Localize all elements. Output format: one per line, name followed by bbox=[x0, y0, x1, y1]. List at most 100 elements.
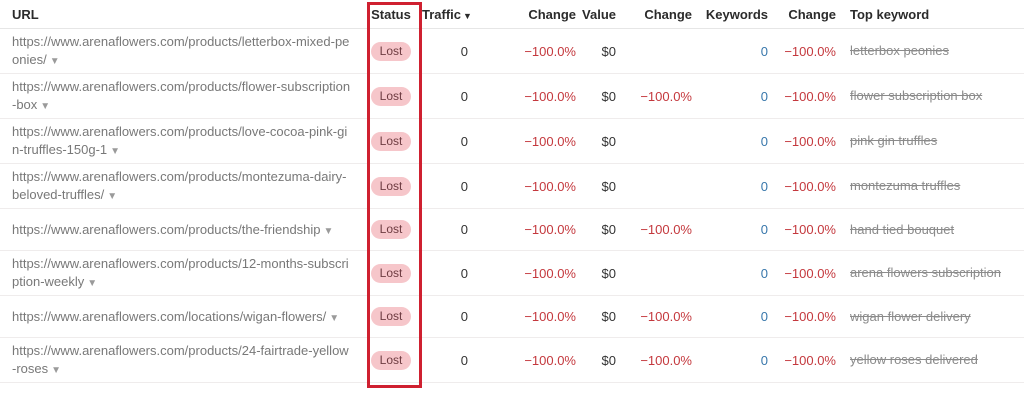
url-dropdown-icon[interactable]: ▼ bbox=[40, 101, 51, 112]
value-change-value: −100.0% bbox=[640, 352, 692, 368]
traffic-value: 0 bbox=[460, 309, 468, 324]
value-amount: $0 bbox=[601, 43, 616, 59]
column-header-traffic[interactable]: Traffic ▼ bbox=[422, 7, 472, 22]
url-link[interactable]: https://www.arenaflowers.com/locations/w… bbox=[12, 308, 327, 324]
top-keyword-link[interactable]: arena flowers subscription bbox=[850, 265, 1002, 280]
url-link[interactable]: https://www.arenaflowers.com/products/fl… bbox=[12, 79, 351, 112]
column-header-traffic-change: Change bbox=[528, 6, 576, 22]
url-dropdown-icon[interactable]: ▼ bbox=[323, 225, 334, 237]
status-badge: Lost bbox=[370, 86, 412, 106]
top-keyword-cell: pink gin truffles bbox=[836, 132, 1024, 150]
top-keyword-cell: wigan flower delivery bbox=[836, 308, 1024, 326]
keywords-change-value: −100.0% bbox=[784, 309, 836, 324]
traffic-value: 0 bbox=[460, 43, 468, 59]
top-keyword-cell: yellow roses delivered bbox=[836, 351, 1024, 369]
status-cell: Lost bbox=[360, 307, 422, 326]
status-cell: Lost bbox=[360, 176, 422, 196]
column-header-value-change: Change bbox=[644, 6, 692, 22]
traffic-change-value: −100.0% bbox=[524, 133, 576, 149]
value-amount: $0 bbox=[601, 133, 616, 149]
table-row: https://www.arenaflowers.com/products/24… bbox=[0, 338, 1024, 383]
url-dropdown-icon[interactable]: ▼ bbox=[49, 56, 60, 67]
traffic-change-value: −100.0% bbox=[524, 265, 576, 281]
keywords-count-link[interactable]: 0 bbox=[760, 133, 768, 149]
url-dropdown-icon[interactable]: ▼ bbox=[110, 146, 121, 157]
keywords-count-link[interactable]: 0 bbox=[760, 88, 768, 104]
status-badge: Lost bbox=[370, 220, 412, 239]
url-link[interactable]: https://www.arenaflowers.com/products/12… bbox=[12, 256, 349, 289]
value-amount: $0 bbox=[601, 265, 616, 281]
traffic-value: 0 bbox=[460, 265, 468, 281]
keywords-count-link[interactable]: 0 bbox=[760, 309, 768, 324]
url-dropdown-icon[interactable]: ▼ bbox=[51, 365, 62, 376]
column-header-top-keyword: Top keyword bbox=[850, 6, 930, 22]
status-badge: Lost bbox=[370, 41, 412, 61]
url-link[interactable]: https://www.arenaflowers.com/products/24… bbox=[12, 343, 349, 376]
url-link[interactable]: https://www.arenaflowers.com/products/th… bbox=[12, 221, 321, 237]
keywords-count-link[interactable]: 0 bbox=[760, 43, 768, 59]
keywords-count-link[interactable]: 0 bbox=[760, 222, 768, 237]
url-link[interactable]: https://www.arenaflowers.com/products/lo… bbox=[12, 124, 348, 157]
top-keyword-cell: letterbox peonies bbox=[836, 42, 1024, 60]
top-keyword-link[interactable]: pink gin truffles bbox=[850, 133, 938, 148]
top-keyword-link[interactable]: hand tied bouquet bbox=[850, 221, 955, 237]
url-dropdown-icon[interactable]: ▼ bbox=[87, 278, 98, 289]
value-amount: $0 bbox=[601, 222, 616, 237]
url-cell: https://www.arenaflowers.com/products/le… bbox=[0, 33, 360, 69]
sort-descending-icon[interactable]: ▼ bbox=[463, 10, 472, 21]
top-keyword-cell: hand tied bouquet bbox=[836, 221, 1024, 239]
traffic-value: 0 bbox=[460, 352, 468, 368]
value-change-value: −100.0% bbox=[640, 309, 692, 324]
url-dropdown-icon[interactable]: ▼ bbox=[107, 191, 118, 202]
value-amount: $0 bbox=[601, 178, 616, 194]
keywords-change-value: −100.0% bbox=[784, 43, 836, 59]
top-keyword-link[interactable]: montezuma truffles bbox=[850, 178, 961, 193]
keywords-count-link[interactable]: 0 bbox=[760, 178, 768, 194]
table-header-row: URL Status Traffic ▼ Change Value Change … bbox=[0, 0, 1024, 29]
column-header-url: URL bbox=[12, 6, 39, 22]
top-keyword-link[interactable]: letterbox peonies bbox=[850, 43, 950, 58]
status-cell: Lost bbox=[360, 350, 422, 370]
value-change-value: −100.0% bbox=[640, 88, 692, 104]
table-row: https://www.arenaflowers.com/products/th… bbox=[0, 209, 1024, 251]
url-cell: https://www.arenaflowers.com/products/fl… bbox=[0, 78, 360, 114]
traffic-value: 0 bbox=[460, 133, 468, 149]
column-header-status: Status bbox=[371, 6, 411, 22]
top-keyword-link[interactable]: wigan flower delivery bbox=[850, 308, 971, 324]
traffic-value: 0 bbox=[460, 88, 468, 104]
status-cell: Lost bbox=[360, 131, 422, 151]
keywords-change-value: −100.0% bbox=[784, 352, 836, 368]
url-cell: https://www.arenaflowers.com/products/th… bbox=[0, 221, 360, 239]
status-badge: Lost bbox=[370, 176, 412, 196]
table-body: https://www.arenaflowers.com/products/le… bbox=[0, 29, 1024, 383]
table-row: https://www.arenaflowers.com/products/12… bbox=[0, 251, 1024, 296]
url-cell: https://www.arenaflowers.com/products/mo… bbox=[0, 168, 360, 204]
table-row: https://www.arenaflowers.com/products/mo… bbox=[0, 164, 1024, 209]
traffic-change-value: −100.0% bbox=[524, 178, 576, 194]
url-cell: https://www.arenaflowers.com/products/12… bbox=[0, 255, 360, 291]
status-cell: Lost bbox=[360, 86, 422, 106]
keywords-count-link[interactable]: 0 bbox=[760, 265, 768, 281]
status-badge: Lost bbox=[370, 131, 412, 151]
traffic-change-value: −100.0% bbox=[524, 222, 576, 237]
url-link[interactable]: https://www.arenaflowers.com/products/le… bbox=[12, 34, 350, 67]
column-header-keywords-change: Change bbox=[788, 6, 836, 22]
status-badge: Lost bbox=[370, 263, 412, 283]
table-row: https://www.arenaflowers.com/products/le… bbox=[0, 29, 1024, 74]
top-keyword-cell: flower subscription box bbox=[836, 87, 1024, 105]
top-keyword-link[interactable]: yellow roses delivered bbox=[850, 352, 978, 367]
top-keyword-link[interactable]: flower subscription box bbox=[850, 88, 983, 103]
keywords-change-value: −100.0% bbox=[784, 88, 836, 104]
traffic-change-value: −100.0% bbox=[524, 352, 576, 368]
keywords-change-value: −100.0% bbox=[784, 265, 836, 281]
traffic-value: 0 bbox=[460, 222, 468, 237]
url-cell: https://www.arenaflowers.com/products/lo… bbox=[0, 123, 360, 159]
value-amount: $0 bbox=[601, 352, 616, 368]
url-dropdown-icon[interactable]: ▼ bbox=[329, 312, 340, 324]
top-keyword-cell: arena flowers subscription bbox=[836, 264, 1024, 282]
url-link[interactable]: https://www.arenaflowers.com/products/mo… bbox=[12, 169, 347, 202]
status-badge: Lost bbox=[370, 307, 412, 326]
status-cell: Lost bbox=[360, 41, 422, 61]
keywords-count-link[interactable]: 0 bbox=[760, 352, 768, 368]
value-amount: $0 bbox=[601, 88, 616, 104]
